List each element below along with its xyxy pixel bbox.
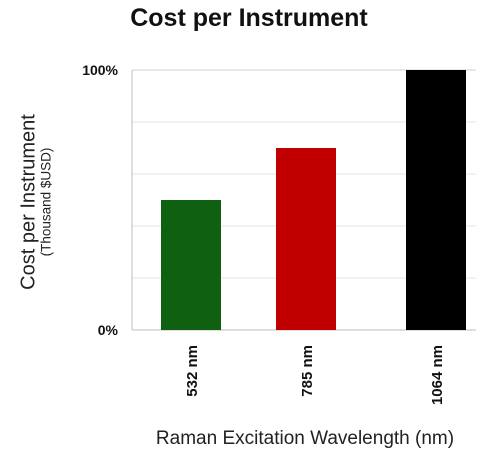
- x-tick-label: 1064 nm: [429, 345, 446, 405]
- x-tick-label: 785 nm: [299, 345, 316, 397]
- x-axis-label: Raman Excitation Wavelength (nm): [155, 428, 455, 449]
- x-tick-label: 532 nm: [184, 345, 201, 397]
- bar-1064-nm: [406, 70, 466, 330]
- bar-532-nm: [161, 200, 221, 330]
- chart-title: Cost per Instrument: [130, 4, 368, 32]
- y-tick-label: 0%: [98, 322, 119, 338]
- bar-785-nm: [276, 148, 336, 330]
- y-tick-label: 100%: [82, 62, 118, 78]
